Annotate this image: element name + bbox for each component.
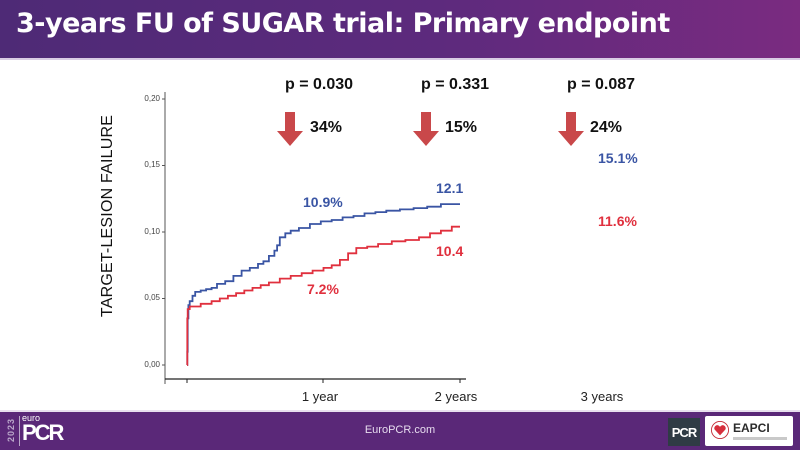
pcr-logo: PCR (668, 418, 700, 446)
annotation-blue-2years: 12.1 (436, 180, 464, 196)
series-line-red (186, 225, 460, 366)
heart-icon (711, 421, 729, 439)
y-tick-label: 0,20 (144, 94, 160, 103)
reduction-1year: 34% (310, 119, 343, 136)
down-arrow-icon (558, 112, 584, 146)
down-arrow-icon (413, 112, 439, 146)
footer-url: EuroPCR.com (364, 424, 436, 436)
p-value-2years: p = 0.331 (420, 76, 490, 93)
x-tick-label: 1 year (301, 389, 339, 404)
europcr-logo: PCR (22, 420, 64, 445)
footer-divider (0, 410, 800, 412)
y-tick-label: 0,10 (144, 227, 160, 236)
down-arrow-icon (277, 112, 303, 146)
slide-title: 3-years FU of SUGAR trial: Primary endpo… (16, 8, 670, 39)
annotation-blue-3years: 15.1% (598, 150, 638, 166)
x-tick-label: 2 years (434, 389, 478, 404)
eapci-subtitle-bar (733, 437, 787, 440)
p-value-3years: p = 0.087 (566, 76, 636, 93)
slide-header: 3-years FU of SUGAR trial: Primary endpo… (0, 0, 800, 58)
annotation-red-2years: 10.4 (436, 243, 464, 259)
series-line-blue (186, 203, 460, 366)
p-value-1year: p = 0.030 (284, 76, 354, 93)
reduction-2years: 15% (445, 119, 478, 136)
reduction-3years: 24% (590, 119, 623, 136)
header-divider (0, 58, 800, 60)
y-tick-label: 0,05 (144, 293, 160, 302)
annotation-red-3years: 11.6% (598, 213, 637, 229)
logo-separator (19, 416, 20, 446)
slide-footer (0, 412, 800, 450)
eapci-logo: EAPCI (705, 416, 793, 446)
annotation-blue-1year: 10.9% (303, 194, 343, 210)
y-tick-label: 0,00 (144, 360, 160, 369)
x-tick-label: 3 years (580, 389, 624, 404)
y-tick-label: 0,15 (144, 160, 160, 169)
annotation-red-1year: 7.2% (307, 281, 339, 297)
logo-euro-text: euro (22, 413, 41, 423)
eapci-label: EAPCI (733, 421, 770, 435)
